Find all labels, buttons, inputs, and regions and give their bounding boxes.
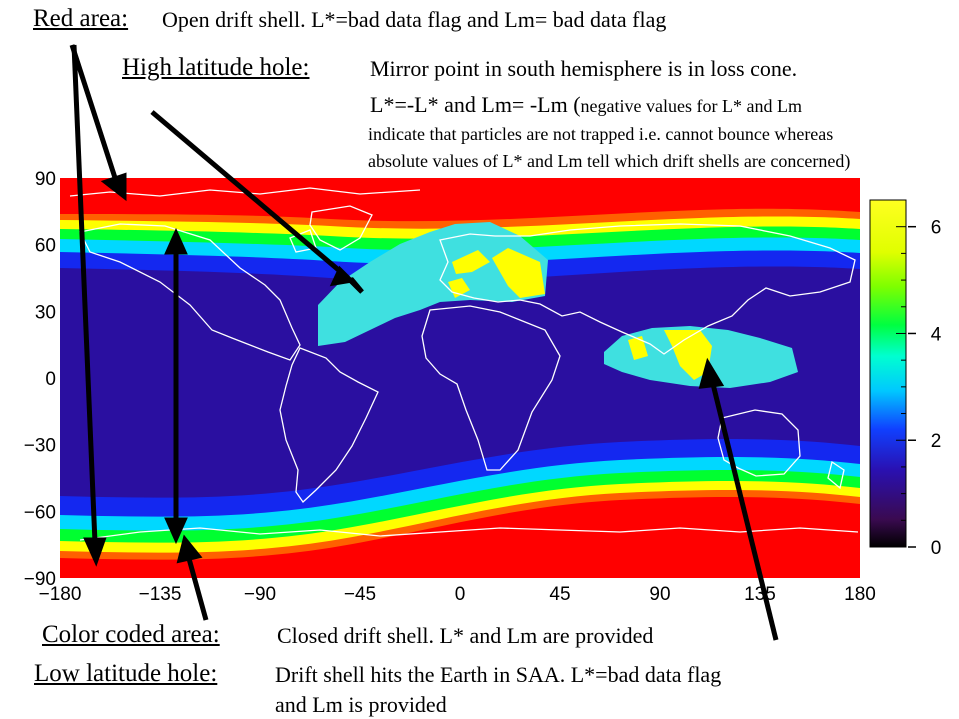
x-axis-ticks: −180 −135 −90 −45 0 45 90 135 180 [39, 584, 876, 605]
red-area-arrow-top [69, 44, 120, 185]
low-lat-arrowhead [176, 534, 203, 564]
arrows [69, 44, 779, 641]
high-lat-text: Mirror point in south hemisphere is in l… [370, 56, 798, 81]
high-lat-line2: L*=-L* and Lm= -Lm (negative values for … [370, 94, 802, 116]
x-tick-label: −135 [139, 584, 182, 605]
red-area-arrowhead-bottom [83, 537, 107, 567]
low-lat-arrow [185, 554, 209, 621]
x-tick-label: −180 [39, 584, 82, 605]
high-lat-line2-small: negative values for L* and Lm [580, 96, 802, 116]
y-tick-label: −90 [24, 569, 56, 590]
high-latitude-hole [318, 222, 548, 346]
color-coded-text: Closed drift shell. L* and Lm are provid… [277, 623, 654, 648]
x-tick-label: 135 [744, 584, 776, 605]
color-coded-arrowhead-bottom [164, 517, 188, 545]
red-area-arrow-bottom [71, 44, 98, 544]
x-tick-label: −45 [344, 584, 376, 605]
low-lat-text2: and Lm is provided [275, 692, 447, 717]
y-axis-ticks: 90 60 30 0 −30 −60 −90 [24, 169, 56, 590]
red-area-arrowhead-top [100, 172, 127, 202]
y-tick-label: −60 [24, 502, 56, 523]
low-lat-text: Drift shell hits the Earth in SAA. L*=ba… [275, 662, 722, 687]
high-lat-arrowhead [329, 265, 364, 294]
colorbar-ticks: 0 2 4 6 [896, 218, 942, 559]
y-tick-label: 60 [35, 236, 56, 257]
high-lat-arrow [150, 110, 350, 280]
y-tick-label: 90 [35, 169, 56, 190]
y-tick-label: −30 [24, 436, 56, 457]
red-area-heading: Red area: [33, 5, 129, 32]
map-plot-area [60, 178, 860, 578]
x-tick-label: 180 [844, 584, 876, 605]
colored-band-core [60, 266, 860, 498]
low-lat-heading: Low latitude hole: [34, 660, 218, 687]
y-tick-label: 0 [45, 369, 56, 390]
colorbar-tick-label: 4 [931, 324, 942, 345]
x-tick-label: 45 [549, 584, 570, 605]
high-lat-heading: High latitude hole: [122, 54, 310, 81]
color-coded-arrowhead-top [164, 227, 188, 255]
x-tick-label: −90 [244, 584, 276, 605]
y-tick-label: 30 [35, 302, 56, 323]
red-area-text: Open drift shell. L*=bad data flag and L… [162, 7, 667, 32]
high-lat-line4: absolute values of L* and Lm tell which … [368, 151, 851, 171]
saa-arrow [709, 379, 779, 641]
colorbar [869, 199, 907, 548]
colorbar-tick-label: 0 [931, 538, 942, 559]
colorbar-tick-label: 6 [931, 218, 942, 239]
x-tick-label: 90 [649, 584, 670, 605]
x-tick-label: 0 [455, 584, 466, 605]
high-lat-line3: indicate that particles are not trapped … [368, 124, 834, 144]
color-coded-heading: Color coded area: [42, 621, 220, 648]
colorbar-tick-label: 2 [931, 431, 942, 452]
high-lat-line2-main: L*=-L* and Lm= -Lm ( [370, 92, 581, 117]
saa-arrowhead [698, 357, 725, 389]
asia-hole-yellow [628, 330, 712, 380]
